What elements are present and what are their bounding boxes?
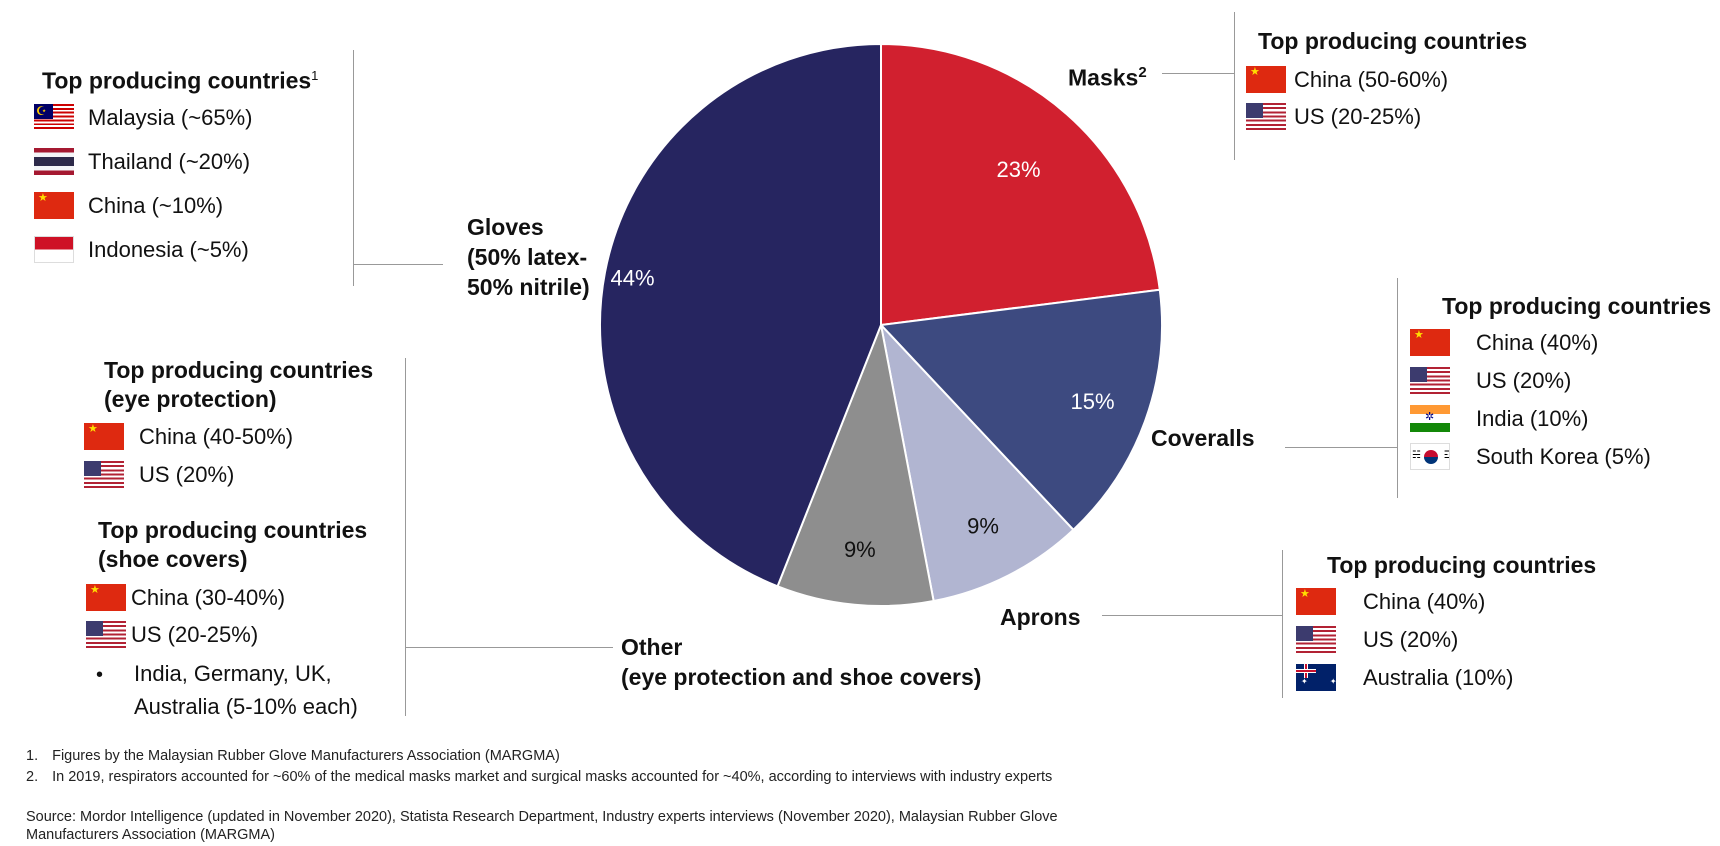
pie-value-label: 15% <box>1070 389 1114 414</box>
aprons-country-row: Australia (10%) <box>1296 664 1513 691</box>
thailand-flag-icon <box>34 148 74 175</box>
eye-protection-country-row: US (20%) <box>84 461 234 488</box>
pie-slice-masks <box>880 42 1161 327</box>
gloves-label-line1: Gloves <box>467 214 544 240</box>
pie-slice-coveralls <box>878 288 1163 532</box>
pie-value-label: 44% <box>611 266 655 291</box>
source-note: Source: Mordor Intelligence (updated in … <box>26 809 1058 843</box>
pie-value-label: 9% <box>967 513 999 538</box>
coveralls-country-row: India (10%) <box>1410 405 1589 432</box>
masks-footnote-marker: 2 <box>1138 64 1147 81</box>
masks-connector <box>1162 73 1234 74</box>
bullet-icon: • <box>96 664 104 686</box>
gloves-country-row: Indonesia (~5%) <box>34 236 249 263</box>
coveralls-bracket <box>1397 278 1398 498</box>
china-flag-icon <box>1410 329 1450 356</box>
gloves-footnote-marker: 1 <box>311 68 319 83</box>
other-label-line1: Other <box>621 634 683 660</box>
gloves-label: Gloves (50% latex- 50% nitrile) <box>467 212 590 302</box>
eye-protection-box-header: Top producing countries (eye protection) <box>104 356 373 414</box>
other-label: Other (eye protection and shoe covers) <box>621 632 981 692</box>
eye-header-line1: Top producing countries <box>104 357 374 383</box>
china-flag-icon <box>84 423 124 450</box>
us-flag-icon <box>1410 367 1450 394</box>
gloves-country-row: Thailand (~20%) <box>34 148 250 175</box>
shoe-covers-bullet: • India, Germany, UK, Australia (5-10% ea… <box>96 661 358 719</box>
gloves-bracket <box>353 50 354 286</box>
shoe-header-line2: (shoe covers) <box>98 546 248 572</box>
malaysia-flag-icon <box>34 104 74 131</box>
indonesia-flag-icon <box>34 236 74 263</box>
south-korea-flag-icon <box>1410 443 1450 470</box>
china-flag-icon <box>86 584 126 611</box>
masks-label: Masks2 <box>1068 64 1147 91</box>
shoe-header-line1: Top producing countries <box>98 517 368 543</box>
china-flag-icon <box>1296 588 1336 615</box>
pie-slice-other <box>776 321 935 607</box>
shoe-covers-country-row: US (20-25%) <box>86 621 258 648</box>
aprons-box-header: Top producing countries <box>1327 552 1597 578</box>
us-flag-icon <box>86 621 126 648</box>
gloves-country-row: Malaysia (~65%) <box>34 104 252 131</box>
gloves-label-line3: 50% nitrile) <box>467 274 590 300</box>
other-bracket <box>405 358 406 716</box>
china-flag-icon <box>1246 66 1286 93</box>
shoe-covers-country-row: China (30-40%) <box>86 584 285 611</box>
gloves-country-row: China (~10%) <box>34 192 223 219</box>
us-flag-icon <box>1296 626 1336 653</box>
china-flag-icon <box>34 192 74 219</box>
australia-flag-icon <box>1296 664 1336 691</box>
aprons-bracket <box>1282 550 1283 698</box>
pie-slice-gloves <box>599 42 882 588</box>
footnote-1: 1. Figures by the Malaysian Rubber Glove … <box>26 748 560 764</box>
gloves-box-header: Top producing countries1 <box>42 67 319 94</box>
aprons-connector <box>1102 615 1282 616</box>
shoe-covers-box-header: Top producing countries (shoe covers) <box>98 516 367 574</box>
other-label-line2: (eye protection and shoe covers) <box>621 664 982 690</box>
gloves-label-line2: (50% latex- <box>467 244 588 270</box>
pie-value-label: 9% <box>844 537 876 562</box>
aprons-label: Aprons <box>1000 604 1081 630</box>
masks-country-row: US (20-25%) <box>1246 103 1421 130</box>
eye-protection-country-row: China (40-50%) <box>84 423 293 450</box>
other-connector <box>405 647 613 648</box>
aprons-country-row: US (20%) <box>1296 626 1458 653</box>
coveralls-label: Coveralls <box>1151 425 1255 451</box>
eye-header-line2: (eye protection) <box>104 386 277 412</box>
aprons-country-row: China (40%) <box>1296 588 1485 615</box>
pie-slice-aprons <box>879 321 1075 603</box>
us-flag-icon <box>1246 103 1286 130</box>
coveralls-country-row: South Korea (5%) <box>1410 443 1651 470</box>
pie-value-label: 23% <box>996 157 1040 182</box>
masks-country-row: China (50-60%) <box>1246 66 1448 93</box>
footnote-2: 2. In 2019, respirators accounted for ~60… <box>26 769 1053 785</box>
coveralls-box-header: Top producing countries <box>1442 293 1712 319</box>
coveralls-country-row: China (40%) <box>1410 329 1598 356</box>
masks-box-header: Top producing countries <box>1258 28 1528 54</box>
coveralls-country-row: US (20%) <box>1410 367 1571 394</box>
gloves-connector <box>353 264 443 265</box>
india-flag-icon <box>1410 405 1450 432</box>
us-flag-icon <box>84 461 124 488</box>
masks-bracket <box>1234 12 1235 160</box>
coveralls-connector <box>1285 447 1397 448</box>
